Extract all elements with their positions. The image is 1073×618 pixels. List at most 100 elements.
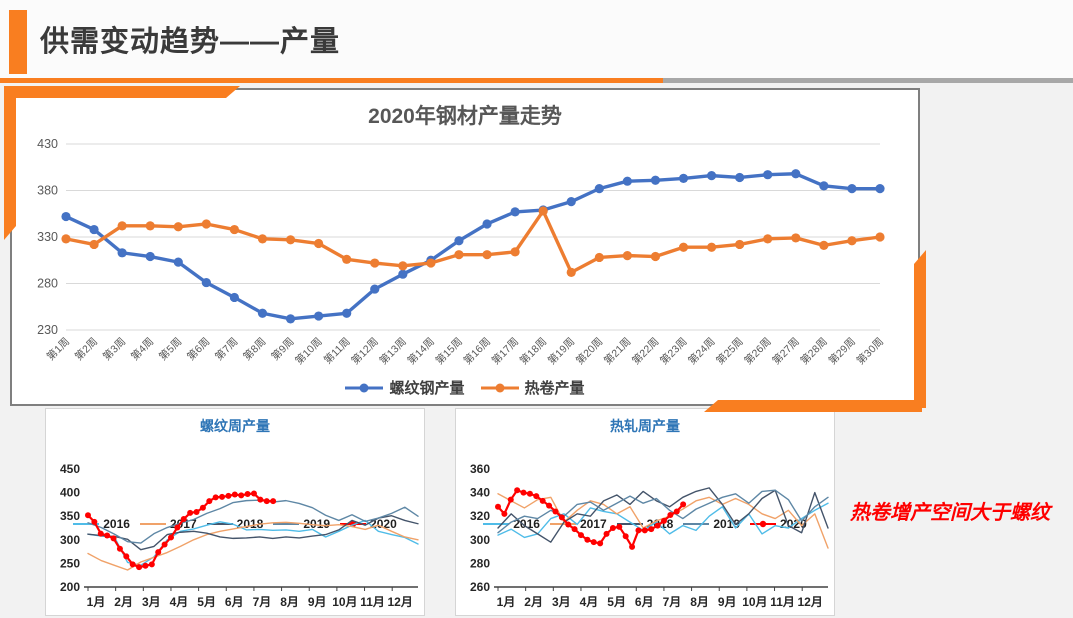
svg-text:第20周: 第20周	[573, 335, 605, 367]
svg-text:第25周: 第25周	[713, 335, 745, 367]
page-title: 供需变动趋势——产量	[40, 26, 341, 58]
rebar-weekly-panel: 螺纹周产量 2016 2017 2018 2019 2020 200 250 300 350 4…	[45, 408, 425, 616]
svg-text:8月: 8月	[690, 595, 709, 609]
svg-text:380: 380	[37, 184, 58, 198]
legend-item-热卷产量: 热卷产量	[480, 377, 585, 398]
legend-label: 螺纹钢产量	[389, 380, 465, 397]
svg-text:第3周: 第3周	[100, 335, 128, 363]
svg-text:第2周: 第2周	[72, 335, 100, 363]
svg-text:430: 430	[37, 137, 58, 151]
legend-swatch-icon	[483, 523, 510, 525]
svg-text:第4周: 第4周	[128, 335, 156, 363]
svg-text:10月: 10月	[742, 595, 767, 609]
main-chart-panel: 2020年钢材产量走势 230 280 330 380 430 第1周 第2周 第3周 第4周第…	[8, 86, 926, 412]
svg-text:第26周: 第26周	[742, 335, 774, 367]
svg-text:2月: 2月	[524, 595, 543, 609]
svg-text:第12周: 第12周	[349, 335, 381, 367]
legend-item-2019: 2019	[273, 517, 330, 531]
svg-text:250: 250	[60, 556, 80, 570]
svg-text:400: 400	[60, 486, 80, 500]
legend-item-螺纹钢产量: 螺纹钢产量	[345, 377, 465, 398]
svg-text:第28周: 第28周	[798, 335, 830, 367]
panel-accent-bottom	[704, 400, 922, 412]
svg-text:320: 320	[470, 509, 490, 523]
svg-text:第21周: 第21周	[601, 335, 633, 367]
svg-text:200: 200	[60, 580, 80, 594]
svg-text:第5周: 第5周	[156, 335, 184, 363]
svg-text:第10周: 第10周	[292, 335, 324, 367]
legend-swatch-icon	[139, 523, 166, 525]
svg-text:9月: 9月	[718, 595, 737, 609]
rebar-weekly-title: 螺纹周产量	[200, 418, 270, 434]
svg-text:3月: 3月	[142, 595, 161, 609]
svg-text:第19周: 第19周	[545, 335, 577, 367]
svg-text:9月: 9月	[308, 595, 327, 609]
svg-text:第1周: 第1周	[44, 335, 72, 363]
svg-text:4月: 4月	[170, 595, 189, 609]
legend-label: 2016	[513, 517, 540, 531]
legend-swatch-icon	[345, 383, 384, 392]
svg-text:第17周: 第17周	[489, 335, 521, 367]
svg-text:300: 300	[60, 533, 80, 547]
svg-text:12月: 12月	[798, 595, 823, 609]
legend-swatch-icon	[480, 383, 519, 392]
legend-label: 2019	[303, 517, 331, 531]
legend-label: 2020	[370, 517, 397, 531]
svg-text:第18周: 第18周	[517, 335, 549, 367]
svg-text:450: 450	[60, 462, 80, 476]
svg-text:12月: 12月	[388, 595, 413, 609]
svg-text:第6周: 第6周	[184, 335, 212, 363]
svg-text:11月: 11月	[360, 595, 385, 609]
svg-text:8月: 8月	[280, 595, 299, 609]
svg-text:5月: 5月	[197, 595, 216, 609]
svg-text:第15周: 第15周	[433, 335, 465, 367]
svg-text:7月: 7月	[253, 595, 272, 609]
main-chart-legend: 螺纹钢产量 热卷产量	[12, 377, 918, 398]
panel-accent-left	[4, 86, 16, 240]
svg-text:6月: 6月	[635, 595, 654, 609]
svg-text:第8周: 第8周	[240, 335, 268, 363]
slide-header: 供需变动趋势——产量	[0, 0, 1073, 78]
svg-text:300: 300	[470, 533, 490, 547]
svg-text:230: 230	[37, 323, 58, 337]
main-chart-title: 2020年钢材产量走势	[368, 105, 562, 128]
svg-text:第29周: 第29周	[826, 335, 858, 367]
svg-text:1月: 1月	[497, 595, 516, 609]
svg-text:第24周: 第24周	[685, 335, 717, 367]
legend-swatch-icon	[750, 520, 777, 528]
hotrolled-weekly-title: 热轧周产量	[610, 418, 680, 434]
svg-text:280: 280	[37, 277, 58, 291]
panel-accent-top	[8, 86, 240, 98]
svg-text:第11周: 第11周	[321, 335, 353, 367]
title-accent-bar	[9, 10, 27, 74]
svg-text:11月: 11月	[770, 595, 795, 609]
svg-text:第23周: 第23周	[657, 335, 689, 367]
legend-item-2016: 2016	[483, 517, 540, 531]
legend-label: 热卷产量	[524, 380, 585, 397]
annotation-text: 热卷增产空间大于螺纹	[850, 502, 1050, 524]
svg-text:4月: 4月	[580, 595, 599, 609]
svg-text:260: 260	[470, 580, 490, 594]
svg-text:7月: 7月	[663, 595, 682, 609]
legend-swatch-icon	[273, 523, 300, 525]
svg-text:10月: 10月	[332, 595, 357, 609]
svg-text:1月: 1月	[87, 595, 106, 609]
svg-text:6月: 6月	[225, 595, 244, 609]
svg-text:第14周: 第14周	[405, 335, 437, 367]
svg-text:280: 280	[470, 556, 490, 570]
legend-swatch-icon	[683, 523, 710, 525]
svg-text:第22周: 第22周	[629, 335, 661, 367]
svg-text:第7周: 第7周	[212, 335, 240, 363]
svg-text:330: 330	[37, 230, 58, 244]
svg-text:2月: 2月	[114, 595, 133, 609]
svg-text:3月: 3月	[552, 595, 571, 609]
legend-swatch-icon	[616, 523, 643, 525]
panel-accent-right	[914, 250, 926, 408]
legend-label: 2016	[103, 517, 130, 531]
svg-text:360: 360	[470, 462, 490, 476]
svg-text:340: 340	[470, 486, 490, 500]
svg-text:第16周: 第16周	[461, 335, 493, 367]
